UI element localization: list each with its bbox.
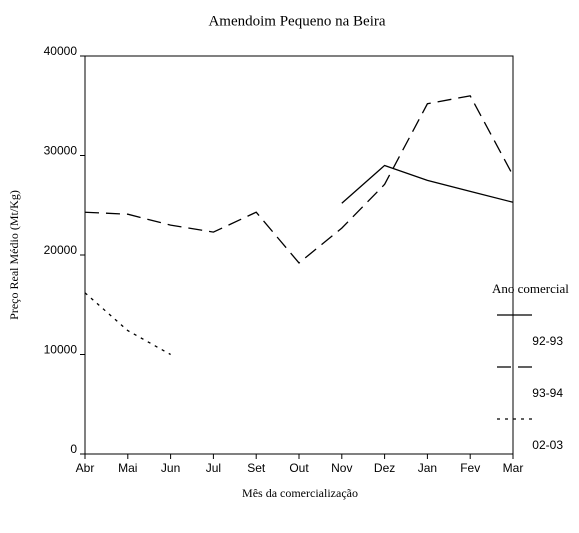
series-line [84, 95, 514, 264]
y-tick-label: 10000 [44, 343, 78, 357]
legend-label: 02-03 [532, 438, 563, 452]
plot-frame [84, 55, 514, 455]
chart-title: Amendoim Pequeno na Beira [208, 13, 385, 29]
x-tick-label: Mar [503, 461, 524, 475]
x-tick-label: Jul [206, 461, 221, 475]
x-tick-label: Jan [418, 461, 437, 475]
x-tick-label: Jun [161, 461, 180, 475]
legend-title: Ano comercial [492, 281, 569, 296]
legend-label: 92-93 [532, 334, 563, 348]
y-axis-label: Preço Real Médio (Mt/Kg) [7, 190, 21, 320]
y-tick-label: 30000 [44, 144, 78, 158]
x-axis-label: Mês da comercialização [242, 486, 358, 500]
series-line [84, 292, 171, 356]
x-tick-label: Set [247, 461, 266, 475]
series-line [341, 164, 514, 204]
x-tick-label: Out [289, 461, 309, 475]
x-tick-label: Fev [460, 461, 480, 475]
x-tick-label: Abr [76, 461, 95, 475]
y-tick-label: 40000 [44, 44, 78, 58]
x-tick-label: Dez [374, 461, 395, 475]
legend-label: 93-94 [532, 386, 563, 400]
x-tick-label: Mai [118, 461, 137, 475]
x-tick-label: Nov [331, 461, 352, 475]
y-tick-label: 20000 [44, 243, 78, 257]
y-tick-label: 0 [70, 442, 77, 456]
